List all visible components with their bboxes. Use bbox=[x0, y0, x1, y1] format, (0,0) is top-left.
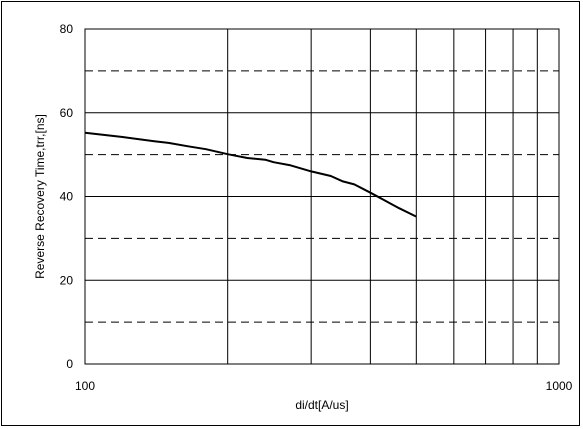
grid-layer bbox=[85, 29, 559, 364]
plot-area bbox=[84, 28, 560, 365]
x-axis-label: di/dt[A/us] bbox=[295, 398, 348, 412]
x-tick-label-100: 100 bbox=[75, 379, 95, 393]
y-axis-label: Reverse Recovery Time,trr,[ns] bbox=[33, 114, 47, 279]
series-layer bbox=[84, 131, 417, 218]
y-tick-label-60: 60 bbox=[60, 106, 74, 120]
y-tick-label-40: 40 bbox=[60, 190, 74, 204]
x-tick-label-1000: 1000 bbox=[546, 379, 573, 393]
series-line-1 bbox=[84, 131, 417, 218]
y-tick-label-20: 20 bbox=[60, 273, 74, 287]
y-tick-label-0: 0 bbox=[66, 357, 73, 371]
tick-label-layer: 0 20 40 60 80 100 1000 bbox=[60, 22, 573, 393]
y-tick-label-80: 80 bbox=[60, 22, 74, 36]
